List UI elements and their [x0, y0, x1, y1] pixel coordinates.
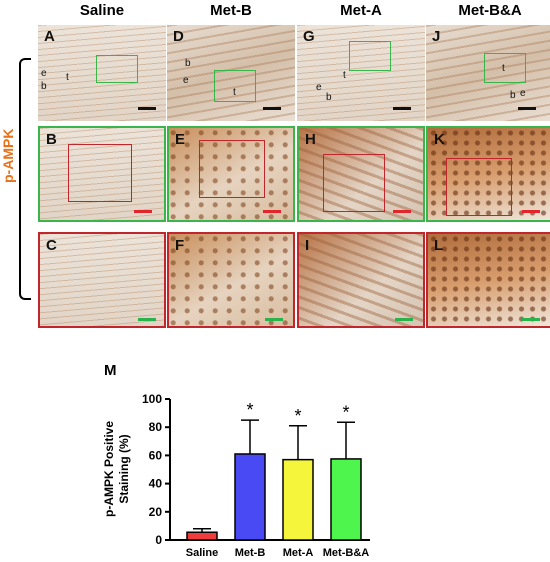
tissue-label-t: t	[343, 70, 346, 81]
micrograph-panel-l: L	[426, 232, 550, 328]
x-tick-label: Saline	[186, 547, 218, 559]
panel-label: L	[434, 237, 444, 254]
significance-marker: *	[294, 406, 301, 426]
column-header-met-a: Met-A	[340, 2, 382, 19]
micrograph-panel-j: J t b e	[426, 25, 550, 121]
chart-panel-label: M	[104, 362, 117, 379]
x-tick-label: Met-B	[235, 547, 266, 559]
column-header-saline: Saline	[79, 2, 125, 19]
tissue-label-t: t	[66, 72, 69, 83]
tissue-label-t: t	[502, 63, 505, 74]
bar-saline	[186, 531, 218, 541]
panel-label: F	[175, 237, 185, 254]
x-tick-label: Met-A	[283, 547, 314, 559]
column-header-met-ba: Met-B&A	[458, 2, 522, 19]
zoom-region-box	[484, 53, 526, 83]
tissue-label-b: b	[185, 58, 191, 69]
scale-bar	[393, 210, 411, 213]
y-tick-label: 60	[149, 448, 163, 462]
row-bracket	[19, 58, 31, 300]
scale-bar	[138, 318, 156, 321]
y-tick-label: 40	[149, 477, 163, 491]
micrograph-panel-h: H	[297, 126, 425, 222]
zoom-region-box	[323, 154, 385, 212]
panel-label: E	[175, 131, 186, 148]
bar-met-b	[234, 453, 266, 541]
x-tick-label: Met-B&A	[323, 547, 369, 559]
scale-bar	[393, 107, 411, 110]
panel-label: C	[46, 237, 57, 254]
tissue-label-e: e	[316, 82, 322, 93]
tissue-label-e: e	[183, 75, 189, 86]
micrograph-panel-k: K	[426, 126, 550, 222]
micrograph-panel-i: I	[297, 232, 425, 328]
tissue-label-b: b	[326, 92, 332, 103]
tissue-label-e: e	[41, 68, 47, 79]
tissue-label-b: b	[41, 81, 47, 92]
micrograph-panel-c: C	[38, 232, 166, 328]
scale-bar	[263, 107, 281, 110]
scale-bar	[522, 210, 540, 213]
p-ampk-side-label: p-AMPK	[0, 128, 16, 183]
micrograph-panel-d: D b e t	[167, 25, 295, 121]
scale-bar	[522, 318, 540, 321]
zoom-region-box	[349, 41, 391, 71]
tissue-label-b: b	[510, 90, 516, 101]
y-tick-label: 100	[142, 392, 162, 406]
zoom-region-box	[214, 70, 256, 102]
significance-marker: *	[342, 402, 349, 422]
y-tick-label: 20	[149, 505, 163, 519]
panel-label: A	[44, 28, 55, 45]
scale-bar	[265, 318, 283, 321]
panel-label: H	[305, 131, 316, 148]
scale-bar	[395, 318, 413, 321]
micrograph-panel-f: F	[167, 232, 295, 328]
panel-label: I	[305, 237, 310, 254]
tissue-label-e: e	[520, 88, 526, 99]
panel-label: J	[432, 28, 441, 45]
panel-label: D	[173, 28, 184, 45]
y-tick-label: 0	[155, 533, 162, 547]
micrograph-panel-b: B	[38, 126, 166, 222]
panel-label: G	[303, 28, 315, 45]
scale-bar	[134, 210, 152, 213]
zoom-region-box	[199, 140, 265, 198]
zoom-region-box	[446, 158, 512, 216]
zoom-region-box	[68, 144, 132, 202]
bar-met-a	[282, 458, 314, 541]
y-tick-label: 80	[149, 420, 163, 434]
column-header-met-b: Met-B	[210, 2, 252, 19]
bar-met-b-a	[330, 458, 362, 541]
micrograph-panel-e: E	[167, 126, 295, 222]
micrograph-panel-g: G t e b	[297, 25, 425, 121]
scale-bar	[263, 210, 281, 213]
scale-bar	[138, 107, 156, 110]
zoom-region-box	[96, 55, 138, 83]
significance-marker: *	[246, 400, 253, 420]
tissue-label-t: t	[233, 87, 236, 98]
scale-bar	[518, 107, 536, 110]
panel-label: K	[434, 131, 445, 148]
bar-chart: p-AMPK PositiveStaining (%) 0 20 40 60 80 100…	[102, 392, 370, 559]
micrograph-panel-a: A e b t	[38, 25, 166, 121]
y-axis-label: p-AMPK PositiveStaining (%)	[102, 421, 131, 517]
panel-label: B	[46, 131, 57, 148]
